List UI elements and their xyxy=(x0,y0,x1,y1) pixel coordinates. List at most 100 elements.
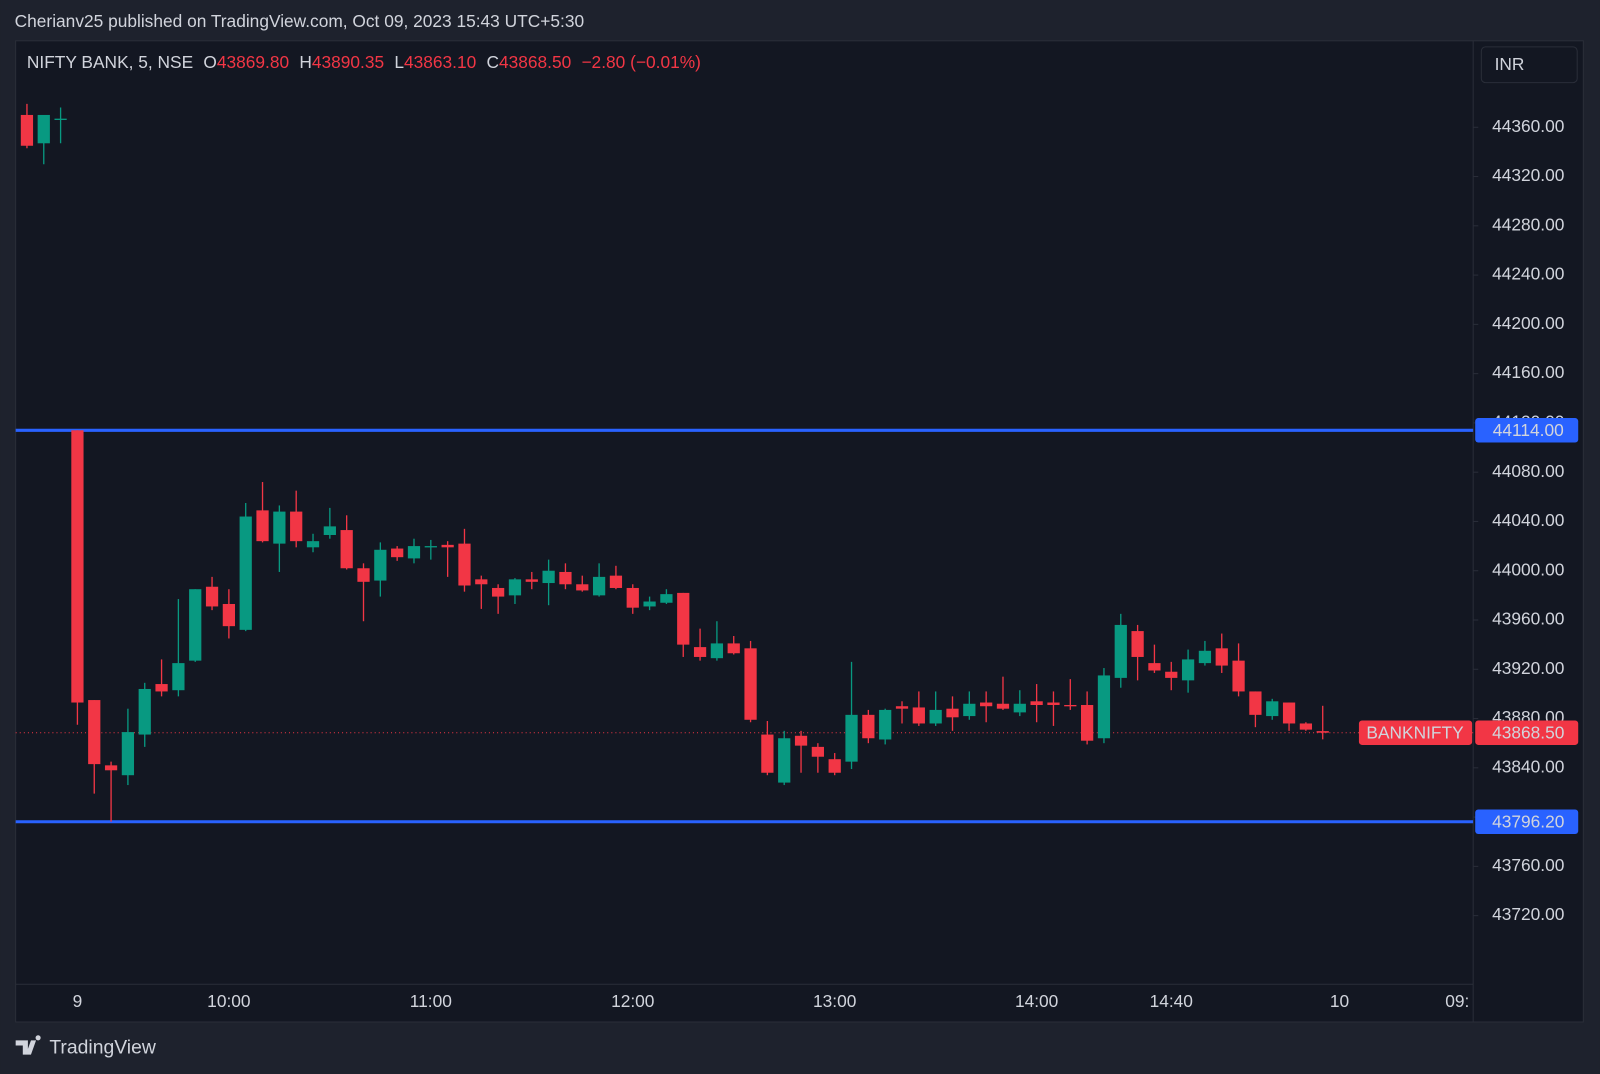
candle-body xyxy=(340,530,353,569)
l-label: L xyxy=(394,52,404,72)
candle-body xyxy=(862,714,875,739)
x-tick-label: 14:40 xyxy=(1150,991,1193,1011)
y-tick-label: 43960.00 xyxy=(1492,609,1564,629)
candle-body xyxy=(660,594,673,603)
brand: TradingView xyxy=(49,1037,157,1059)
candle-body xyxy=(54,118,67,120)
candle-body xyxy=(222,603,235,627)
candle-body xyxy=(845,714,858,762)
y-tick-label: 44360.00 xyxy=(1492,116,1564,136)
price-tag xyxy=(1475,418,1579,443)
candle-body xyxy=(963,703,976,717)
y-tick-label: 44320.00 xyxy=(1492,165,1564,185)
candle-body xyxy=(37,114,50,144)
symbol: NIFTY BANK, 5, NSE xyxy=(27,52,193,72)
candle-body xyxy=(609,575,623,588)
candle-body xyxy=(828,759,841,773)
candle-body xyxy=(1148,663,1161,671)
candle-body xyxy=(104,765,118,771)
x-tick-label: 14:00 xyxy=(1015,991,1058,1011)
o-value: 43869.80 xyxy=(217,52,289,72)
candle-body xyxy=(1165,671,1178,678)
x-tick-label: 11:00 xyxy=(410,991,452,1011)
last-price-tag xyxy=(1475,720,1579,745)
candle-body xyxy=(1013,703,1026,713)
candle-body xyxy=(239,516,252,630)
candle-body xyxy=(996,703,1010,709)
l-value: 43863.10 xyxy=(404,52,476,72)
candle-body xyxy=(121,732,135,776)
o-label: O xyxy=(203,52,216,72)
price-tag xyxy=(1475,809,1579,835)
candle-body xyxy=(710,643,724,659)
y-tick-label: 44080.00 xyxy=(1492,461,1564,481)
candle-body xyxy=(407,546,421,559)
legend: NIFTY BANK, 5, NSE O43869.80 H43890.35 L438… xyxy=(27,52,701,72)
candle-body xyxy=(273,511,286,544)
candle-body xyxy=(980,702,993,707)
candles xyxy=(20,103,1329,822)
candle-body xyxy=(576,584,589,591)
symbol-tag-label: BANKNIFTY xyxy=(1366,722,1464,742)
candle-body xyxy=(1232,660,1245,692)
x-tick-label: 13:00 xyxy=(813,991,856,1011)
candle-body xyxy=(794,735,808,746)
candle-body xyxy=(1198,650,1212,664)
candle-body xyxy=(374,549,387,581)
y-tick-label: 44160.00 xyxy=(1492,362,1564,382)
currency[interactable]: INR xyxy=(1495,54,1525,74)
candle-body xyxy=(441,544,454,548)
candle-body xyxy=(1064,704,1077,707)
candle-body xyxy=(761,734,774,773)
candle-body xyxy=(1249,691,1262,715)
candle-body xyxy=(71,430,84,703)
candle-body xyxy=(88,700,101,765)
candle-body xyxy=(929,709,942,724)
x-tick-label: 10:00 xyxy=(207,991,250,1011)
horizontal-lines xyxy=(15,428,1474,824)
candle-body xyxy=(256,510,269,542)
candle-body xyxy=(1316,731,1329,733)
candle-body xyxy=(424,546,437,548)
y-tick-label: 44280.00 xyxy=(1492,214,1564,234)
candle-body xyxy=(895,706,909,709)
candle-body xyxy=(693,647,707,657)
candle-body xyxy=(811,746,824,757)
y-tick-label: 43840.00 xyxy=(1492,756,1564,776)
candle-body xyxy=(458,543,471,586)
candle-body xyxy=(290,511,303,542)
candle-body xyxy=(559,571,572,585)
candle-body xyxy=(1047,702,1060,705)
publisher: Cherianv25 published on TradingView.com,… xyxy=(15,11,584,31)
price-tag-label: 44114.00 xyxy=(1493,420,1564,440)
candle-body xyxy=(391,548,404,558)
y-tick-label: 44000.00 xyxy=(1492,559,1564,579)
h-value: 43890.35 xyxy=(312,52,384,72)
y-tick-label: 44240.00 xyxy=(1492,264,1564,284)
candle-body xyxy=(1282,702,1296,724)
candle-body xyxy=(1215,648,1228,666)
last-price-label: 43868.50 xyxy=(1492,722,1564,742)
candle-body xyxy=(744,648,757,720)
candle-body xyxy=(1081,704,1094,741)
candle-body xyxy=(525,579,538,582)
candle-body xyxy=(1181,659,1195,681)
candle-body xyxy=(879,709,892,740)
candle-body xyxy=(778,738,791,783)
y-tick-label: 43720.00 xyxy=(1492,904,1564,924)
y-tick-label: 44200.00 xyxy=(1492,313,1564,333)
candle-body xyxy=(155,684,168,692)
c-label: C xyxy=(486,52,499,72)
candle-body xyxy=(508,579,522,596)
price-tag-label: 43796.20 xyxy=(1492,811,1564,831)
candle-body xyxy=(1114,624,1127,678)
currency-button[interactable] xyxy=(1480,46,1578,84)
x-tick-label: 12:00 xyxy=(611,991,654,1011)
candle-body xyxy=(1030,701,1043,705)
candle-body xyxy=(172,663,185,691)
candle-body xyxy=(205,586,219,607)
candle-body xyxy=(306,541,320,548)
candle-body xyxy=(1299,723,1313,730)
